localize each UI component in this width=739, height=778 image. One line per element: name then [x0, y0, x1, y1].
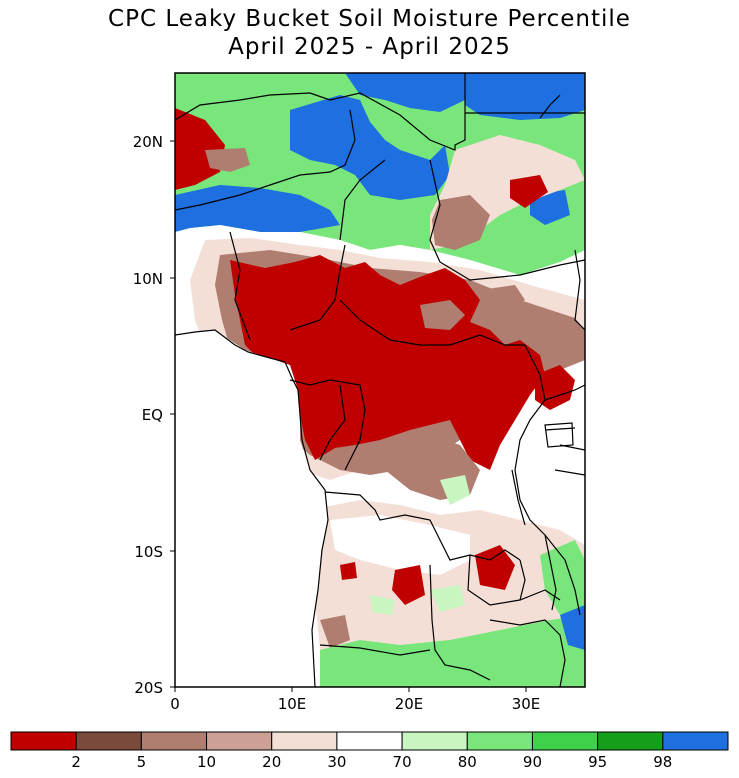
legend-label: 2 [71, 753, 81, 771]
very-wet-region-sahel-west [175, 185, 340, 232]
legend-label: 95 [588, 753, 607, 771]
legend-swatch [140, 731, 208, 751]
dry-extreme-region-angola-west [340, 562, 357, 580]
legend-swatch [466, 731, 533, 751]
legend-swatch [597, 731, 664, 751]
legend-swatch [75, 731, 142, 751]
border-car [339, 299, 525, 346]
very-wet-region-mozambique [560, 605, 585, 650]
very-wet-region-east-sudan [530, 190, 570, 225]
border-angola-drc [324, 491, 521, 561]
very-wet-region-north-center [345, 73, 465, 112]
wet-region-east-south [540, 540, 585, 615]
border-zambia [467, 554, 561, 606]
x-tick-label: 20E [395, 695, 424, 713]
border-east-coast [574, 249, 585, 331]
y-tick-label: 20S [134, 679, 163, 697]
legend-swatch [531, 731, 599, 751]
border-nigeria-cameroon [229, 231, 346, 341]
dry-extreme-region-congo-basin [230, 255, 545, 470]
x-tick-label: 10E [278, 695, 307, 713]
border-sahel [175, 109, 585, 281]
dry-extreme-region-angola [392, 565, 425, 605]
x-tick-label: 30E [512, 695, 541, 713]
lake-tanganyika [511, 469, 526, 526]
border-drc-east [514, 344, 551, 561]
border-angola-south [319, 564, 491, 681]
red-sea-coast [539, 94, 561, 119]
border-east-africa [544, 384, 585, 476]
dry-moderate-region-angola-southwest [320, 615, 350, 648]
dry-moderate-pocket-car [480, 285, 525, 315]
wet-light-region-angola [370, 595, 395, 615]
legend-swatch [662, 731, 729, 751]
legend-swatch [271, 731, 338, 751]
legend-label: 5 [137, 753, 147, 771]
legend-label: 70 [393, 753, 412, 771]
dry-extreme-region-chad-east [510, 175, 548, 208]
y-axis: 20N 10N EQ 10S 20S [133, 133, 175, 697]
dry-extreme-region-zambia [475, 545, 515, 590]
country-borders [175, 73, 585, 687]
map-frame [174, 72, 586, 688]
legend-label: 80 [458, 753, 477, 771]
lake-victoria [544, 422, 574, 448]
legend-swatch [10, 731, 77, 751]
coastline-west-africa [175, 329, 329, 687]
border-zimbabwe-mozambique [489, 534, 581, 687]
wet-light-region-drc [440, 475, 470, 505]
legend-swatch [206, 731, 273, 751]
very-wet-region-northeast [465, 73, 585, 120]
legend-label: 98 [653, 753, 672, 771]
legend-label: 10 [197, 753, 216, 771]
y-tick-label: EQ [142, 406, 163, 424]
map-subtitle-date-range: April 2025 - April 2025 [228, 34, 511, 60]
ocean-atlantic [175, 330, 328, 687]
legend-swatch [336, 731, 403, 751]
legend-label: 30 [327, 753, 346, 771]
x-axis: 0 10E 20E 30E [170, 687, 540, 713]
very-wet-region-chad [290, 95, 450, 200]
y-tick-label: 10N [133, 270, 163, 288]
wet-light-region-zambia [430, 585, 465, 612]
dry-extreme-region-northwest [175, 108, 225, 190]
lake-malawi [549, 559, 557, 611]
y-tick-label: 20N [133, 133, 163, 151]
wet-region-south [320, 615, 585, 687]
y-tick-label: 10S [134, 543, 163, 561]
map-title: CPC Leaky Bucket Soil Moisture Percentil… [108, 6, 631, 32]
x-tick-label: 0 [170, 695, 180, 713]
legend-swatch [401, 731, 468, 751]
color-legend: 2 5 10 20 30 70 80 90 95 98 [10, 731, 729, 771]
soil-moisture-field [175, 73, 585, 687]
legend-label: 90 [523, 753, 542, 771]
legend-label: 20 [262, 753, 281, 771]
dry-moderate-region-northwest [205, 148, 250, 172]
dry-moderate-region-sudan [432, 195, 490, 250]
border-north [175, 73, 585, 151]
dry-slight-pocket-central [420, 300, 465, 330]
border-congo-gabon [289, 379, 366, 471]
